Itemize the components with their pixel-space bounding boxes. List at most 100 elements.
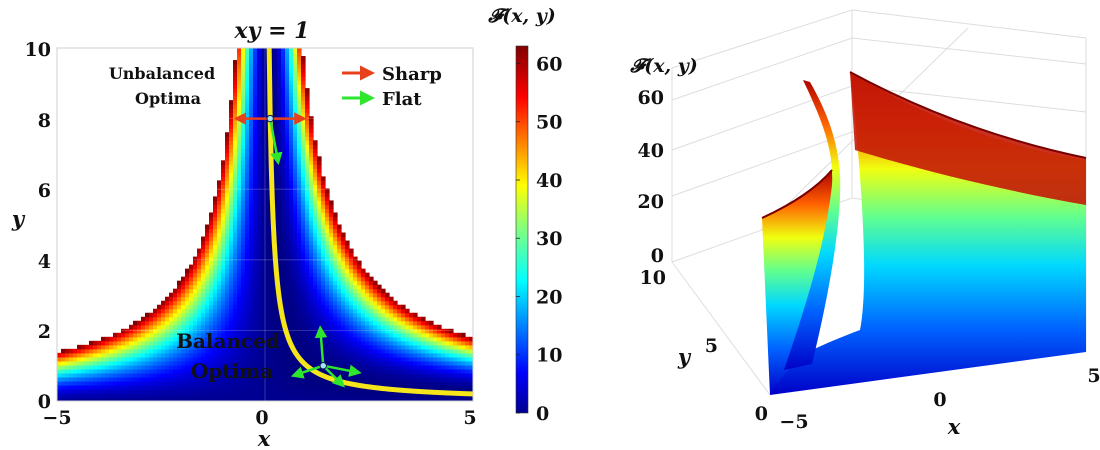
heatmap-cell	[253, 300, 258, 306]
heatmap-cell	[245, 228, 250, 234]
heatmap-cell	[389, 328, 394, 334]
heatmap-cell	[269, 256, 274, 262]
heatmap-cell	[213, 260, 218, 266]
heatmap-cell	[469, 372, 473, 378]
heatmap-cell	[333, 336, 338, 342]
heatmap-cell	[361, 364, 366, 370]
heatmap-cell	[113, 340, 118, 346]
heatmap-cell	[169, 296, 174, 302]
heatmap-cell	[305, 132, 310, 137]
heatmap-cell	[65, 360, 70, 366]
heatmap-cell	[293, 48, 298, 53]
heatmap-cell	[313, 168, 318, 173]
heatmap-cell	[277, 244, 282, 250]
heatmap-cell	[309, 188, 314, 194]
flat-direction-arrow	[323, 364, 362, 377]
heatmap-cell	[201, 308, 206, 314]
heatmap-cell	[241, 112, 246, 117]
heatmap-cell	[317, 168, 322, 173]
heatmap-cell	[229, 368, 234, 374]
heatmap-cell	[357, 356, 362, 362]
heatmap-cell	[341, 252, 346, 258]
heatmap-cell	[205, 372, 210, 378]
heatmap-cell	[429, 368, 434, 374]
heatmap-cell	[341, 280, 346, 286]
heatmap-cell	[73, 356, 78, 362]
heatmap-cell	[301, 312, 306, 318]
heatmap-cell	[217, 232, 222, 238]
heatmap-cell	[305, 220, 310, 226]
heatmap-cell	[293, 68, 298, 73]
heatmap-cell	[289, 156, 294, 161]
heatmap-cell	[321, 184, 326, 189]
heatmap-cell	[309, 380, 314, 386]
heatmap-cell	[289, 248, 294, 254]
heatmap-cell	[301, 344, 306, 350]
heatmap-cell	[233, 396, 238, 401]
heatmap-cell	[129, 360, 134, 366]
heatmap-cell	[369, 372, 374, 378]
heatmap-cell	[285, 76, 290, 81]
heatmap-cell	[297, 276, 302, 282]
heatmap-cell	[101, 372, 106, 378]
heatmap-cell	[253, 68, 258, 73]
heatmap-cell	[409, 348, 414, 354]
heatmap-cell	[309, 344, 314, 350]
heatmap-cell	[301, 72, 306, 77]
heatmap-cell	[237, 336, 242, 342]
heatmap-cell	[249, 304, 254, 310]
heatmap-cell	[293, 316, 298, 322]
heatmap-cell	[233, 392, 238, 398]
heatmap-cell	[445, 380, 450, 386]
heatmap-cell	[273, 292, 278, 298]
heatmap-cell	[189, 304, 194, 310]
heatmap-cell	[389, 332, 394, 338]
heatmap-cell	[349, 256, 354, 262]
heatmap-cell	[105, 340, 110, 346]
heatmap-cell	[213, 380, 218, 386]
heatmap-cell	[197, 312, 202, 318]
heatmap-cell	[221, 328, 226, 334]
heatmap-cell	[413, 380, 418, 386]
heatmap-cell	[257, 164, 262, 169]
heatmap-cell	[221, 196, 226, 202]
heatmap-cell	[285, 72, 290, 77]
heatmap-cell	[425, 372, 430, 378]
heatmap-cell	[417, 368, 422, 374]
heatmap-cell	[217, 200, 222, 206]
heatmap-cell	[313, 240, 318, 246]
heatmap-cell	[341, 360, 346, 366]
heatmap-cell	[181, 276, 186, 282]
heatmap-cell	[125, 396, 130, 401]
heatmap-cell	[377, 316, 382, 322]
heatmap-cell	[297, 260, 302, 266]
heatmap-cell	[237, 108, 242, 113]
heatmap-cell	[253, 216, 258, 222]
heatmap-cell	[417, 328, 422, 334]
heatmap-cell	[297, 156, 302, 161]
heatmap-cell	[353, 328, 358, 334]
heatmap-cell	[441, 376, 446, 382]
heatmap-cell	[149, 312, 154, 318]
heatmap-cell	[205, 244, 210, 250]
heatmap-cell	[349, 364, 354, 370]
heatmap-cell	[157, 316, 162, 322]
heatmap-cell	[217, 360, 222, 366]
heatmap-cell	[289, 144, 294, 149]
heatmap-cell	[125, 344, 130, 350]
heatmap-cell	[257, 384, 262, 390]
heatmap-cell	[313, 308, 318, 314]
heatmap-cell	[229, 132, 234, 137]
heatmap-cell	[161, 324, 166, 330]
heatmap-cell	[257, 60, 262, 65]
heatmap-cell	[337, 340, 342, 346]
heatmap-cell	[61, 356, 66, 362]
heatmap-cell	[301, 284, 306, 290]
heatmap-cell	[345, 360, 350, 366]
heatmap-cell	[245, 292, 250, 298]
heatmap-cell	[265, 324, 270, 330]
heatmap-cell	[241, 208, 246, 214]
heatmap-cell	[213, 356, 218, 362]
heatmap-cell	[389, 308, 394, 314]
heatmap-cell	[297, 340, 302, 346]
